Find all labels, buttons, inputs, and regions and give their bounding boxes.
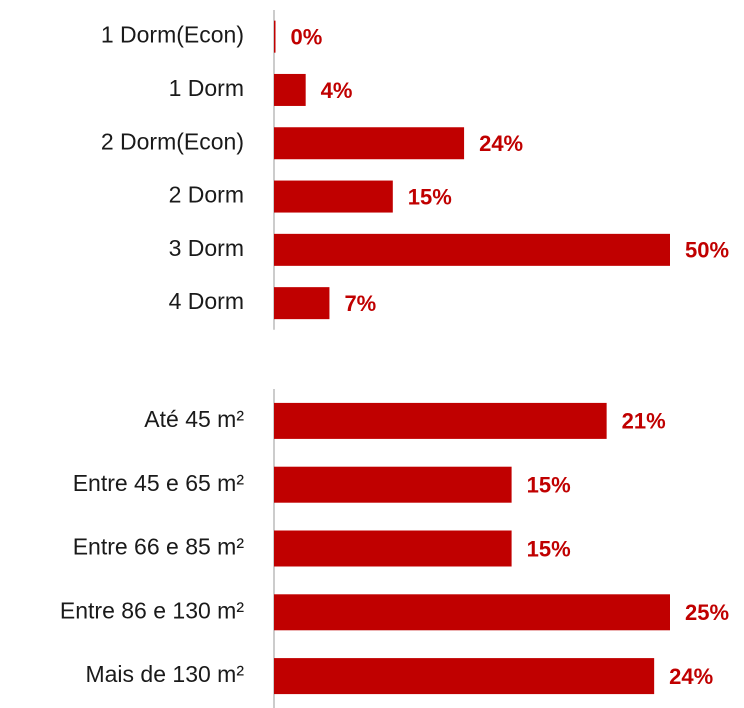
- bar: [274, 73, 306, 106]
- category-label: 2 Dorm(Econ): [101, 128, 244, 154]
- category-label: Mais de 130 m²: [85, 661, 244, 687]
- category-label: Até 45 m²: [144, 406, 244, 432]
- bar: [274, 127, 465, 160]
- value-label: 7%: [344, 291, 376, 316]
- value-label: 50%: [685, 238, 729, 263]
- bar: [274, 233, 670, 266]
- value-label: 15%: [527, 536, 571, 561]
- bar: [274, 530, 512, 567]
- bar: [274, 658, 655, 695]
- category-label: 4 Dorm: [169, 288, 244, 314]
- category-label: 1 Dorm(Econ): [101, 22, 244, 48]
- bar: [274, 180, 393, 213]
- value-label: 4%: [321, 78, 353, 103]
- bar: [274, 466, 512, 503]
- bar: [274, 287, 330, 320]
- bar: [274, 20, 276, 53]
- value-label: 24%: [479, 131, 523, 156]
- value-label: 15%: [527, 473, 571, 498]
- value-label: 24%: [669, 664, 713, 689]
- value-label: 25%: [685, 600, 729, 625]
- category-label: Entre 66 e 85 m²: [73, 534, 245, 560]
- value-label: 15%: [408, 184, 452, 209]
- category-label: Entre 45 e 65 m²: [73, 470, 245, 496]
- bar: [274, 402, 607, 439]
- category-label: 1 Dorm: [169, 75, 244, 101]
- category-label: 2 Dorm: [169, 182, 244, 208]
- category-label: Entre 86 e 130 m²: [60, 597, 244, 623]
- value-label: 0%: [291, 24, 323, 49]
- value-label: 21%: [622, 409, 666, 434]
- bar: [274, 594, 670, 631]
- category-label: 3 Dorm: [169, 235, 244, 261]
